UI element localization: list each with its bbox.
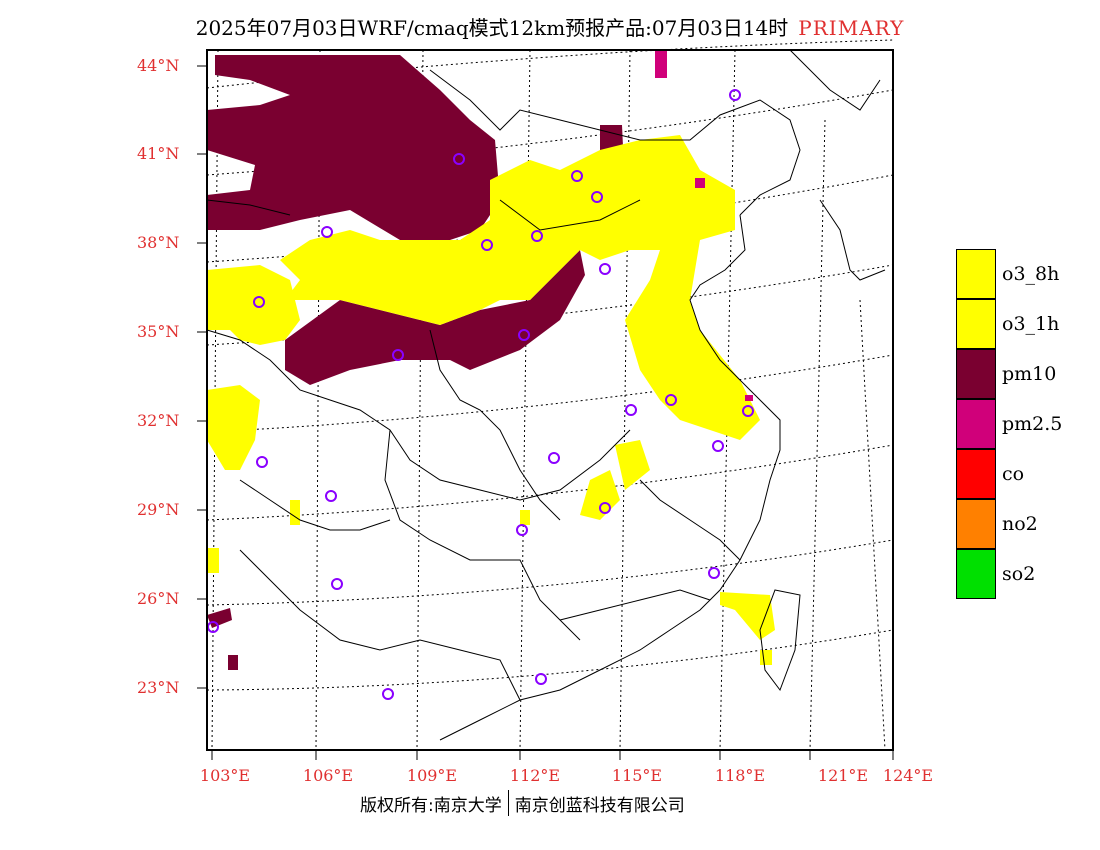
legend-label-co: co xyxy=(1002,463,1025,485)
legend-swatch-co xyxy=(956,449,996,499)
legend-swatch-o3-8h xyxy=(956,249,996,299)
lat-label-44n: 44°N xyxy=(137,56,180,75)
lat-label-38n: 38°N xyxy=(137,233,180,252)
map-title: 2025年07月03日WRF/cmaq模式12km预报产品:07月03日14时 P… xyxy=(0,12,1100,41)
site-markers xyxy=(207,89,754,700)
footer-separator xyxy=(507,790,509,816)
lat-label-26n: 26°N xyxy=(137,589,180,608)
primary-label: PRIMARY xyxy=(798,16,905,40)
legend-swatch-pm25 xyxy=(956,399,996,449)
lon-label-121e: 121°E xyxy=(817,766,869,785)
legend: o3_8h o3_1h pm10 pm2.5 co no2 so2 xyxy=(956,249,1062,599)
copyright-left: 版权所有:南京大学 xyxy=(360,795,502,816)
lat-label-23n: 23°N xyxy=(137,678,180,697)
lat-label-29n: 29°N xyxy=(137,500,180,519)
copyright-footer: 版权所有:南京大学 南京创蓝科技有限公司 xyxy=(360,790,685,816)
legend-label-pm10: pm10 xyxy=(1002,363,1057,385)
legend-item-pm25: pm2.5 xyxy=(956,399,1062,449)
legend-label-o3-8h: o3_8h xyxy=(1002,263,1060,285)
lon-label-115e: 115°E xyxy=(611,766,663,785)
lon-label-109e: 109°E xyxy=(406,766,458,785)
pm25-specks xyxy=(655,50,753,401)
map-frame xyxy=(206,49,894,751)
legend-item-co: co xyxy=(956,449,1062,499)
lon-label-103e: 103°E xyxy=(199,766,251,785)
legend-label-so2: so2 xyxy=(1002,563,1036,585)
legend-swatch-so2 xyxy=(956,549,996,599)
title-text: 2025年07月03日WRF/cmaq模式12km预报产品:07月03日14时 xyxy=(195,16,789,40)
legend-item-o3-1h: o3_1h xyxy=(956,299,1062,349)
legend-swatch-no2 xyxy=(956,499,996,549)
legend-item-so2: so2 xyxy=(956,549,1062,599)
legend-item-pm10: pm10 xyxy=(956,349,1062,399)
legend-label-no2: no2 xyxy=(1002,513,1038,535)
legend-item-o3-8h: o3_8h xyxy=(956,249,1062,299)
lat-label-32n: 32°N xyxy=(137,411,180,430)
legend-item-no2: no2 xyxy=(956,499,1062,549)
lon-label-112e: 112°E xyxy=(509,766,561,785)
lat-label-35n: 35°N xyxy=(137,322,180,341)
legend-swatch-pm10 xyxy=(956,349,996,399)
pm10-region xyxy=(207,55,625,670)
legend-label-o3-1h: o3_1h xyxy=(1002,313,1060,335)
lon-label-124e: 124°E xyxy=(882,766,934,785)
legend-label-pm25: pm2.5 xyxy=(1002,413,1063,435)
legend-swatch-o3-1h xyxy=(956,299,996,349)
lat-label-41n: 41°N xyxy=(137,144,180,163)
lon-label-118e: 118°E xyxy=(714,766,766,785)
axis-ticks xyxy=(197,65,894,760)
lon-label-106e: 106°E xyxy=(302,766,354,785)
boundaries xyxy=(206,49,886,741)
copyright-right: 南京创蓝科技有限公司 xyxy=(514,795,685,816)
